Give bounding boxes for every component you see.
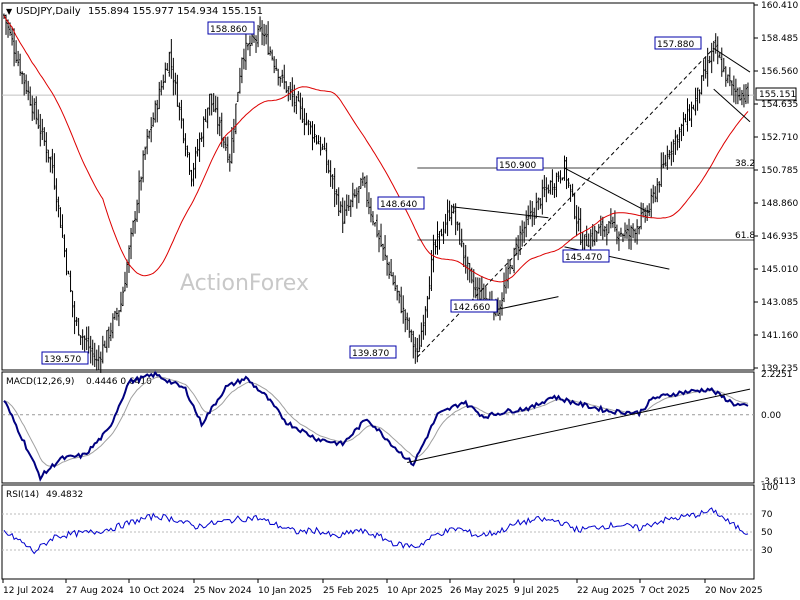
price-tick-label: 141.160 xyxy=(761,331,798,341)
date-tick-label: 12 Jul 2024 xyxy=(3,586,54,596)
annotation-label: 145.470 xyxy=(565,253,602,263)
annotation-label: 150.900 xyxy=(499,161,536,171)
date-tick-label: 25 Feb 2025 xyxy=(323,586,379,596)
date-tick-label: 20 Nov 2025 xyxy=(705,586,763,596)
date-tick-label: 26 May 2025 xyxy=(450,586,509,596)
dropdown-triangle-icon[interactable]: ▼ xyxy=(6,7,13,16)
price-tick-label: 158.485 xyxy=(761,34,798,44)
rsi-tick-label: 70 xyxy=(761,510,773,520)
fib-label: 61.8 xyxy=(735,231,755,241)
last-price-label: 155.151 xyxy=(759,90,796,100)
date-tick-label: 27 Aug 2024 xyxy=(66,586,124,596)
annotation-label: 148.640 xyxy=(380,200,417,210)
price-tick-label: 160.410 xyxy=(761,1,798,11)
watermark: ActionForex xyxy=(180,271,309,296)
annotation-label: 157.880 xyxy=(657,40,694,50)
date-tick-label: 9 Jul 2025 xyxy=(514,586,559,596)
price-tick-label: 156.560 xyxy=(761,67,798,77)
price-tick-label: 148.860 xyxy=(761,199,798,209)
symbol-label: USDJPY,Daily xyxy=(16,6,81,17)
price-tick-label: 145.010 xyxy=(761,265,798,275)
rsi-title: RSI(14) xyxy=(6,490,39,500)
price-tick-label: 152.710 xyxy=(761,133,798,143)
price-tick-label: 146.935 xyxy=(761,232,798,242)
date-tick-label: 10 Oct 2024 xyxy=(129,586,185,596)
rsi-tick-label: 30 xyxy=(761,546,773,556)
rsi-tick-label: 50 xyxy=(761,528,773,538)
price-tick-label: 143.085 xyxy=(761,298,798,308)
rsi-tick-label: 100 xyxy=(761,483,778,493)
date-tick-label: 10 Apr 2025 xyxy=(387,586,443,596)
macd-tick-label: 0.00 xyxy=(761,411,781,421)
date-tick-label: 25 Nov 2024 xyxy=(194,586,252,596)
rsi-value: 49.4832 xyxy=(46,490,83,500)
price-tick-label: 150.785 xyxy=(761,166,798,176)
annotation-label: 158.860 xyxy=(210,25,247,35)
macd-title: MACD(12,26,9) xyxy=(6,377,74,387)
fib-label: 38.2 xyxy=(735,159,755,169)
annotation-label: 142.660 xyxy=(453,303,490,313)
annotation-label: 139.870 xyxy=(352,349,389,359)
price-tick-label: 154.635 xyxy=(761,100,798,110)
date-tick-label: 10 Jan 2025 xyxy=(258,586,312,596)
date-tick-label: 22 Aug 2025 xyxy=(577,586,635,596)
date-tick-label: 7 Oct 2025 xyxy=(640,586,690,596)
annotation-label: 139.570 xyxy=(44,355,81,365)
macd-tick-label: 2.2251 xyxy=(761,370,793,380)
ohlc-values: 155.894 155.977 154.934 155.151 xyxy=(88,6,263,17)
